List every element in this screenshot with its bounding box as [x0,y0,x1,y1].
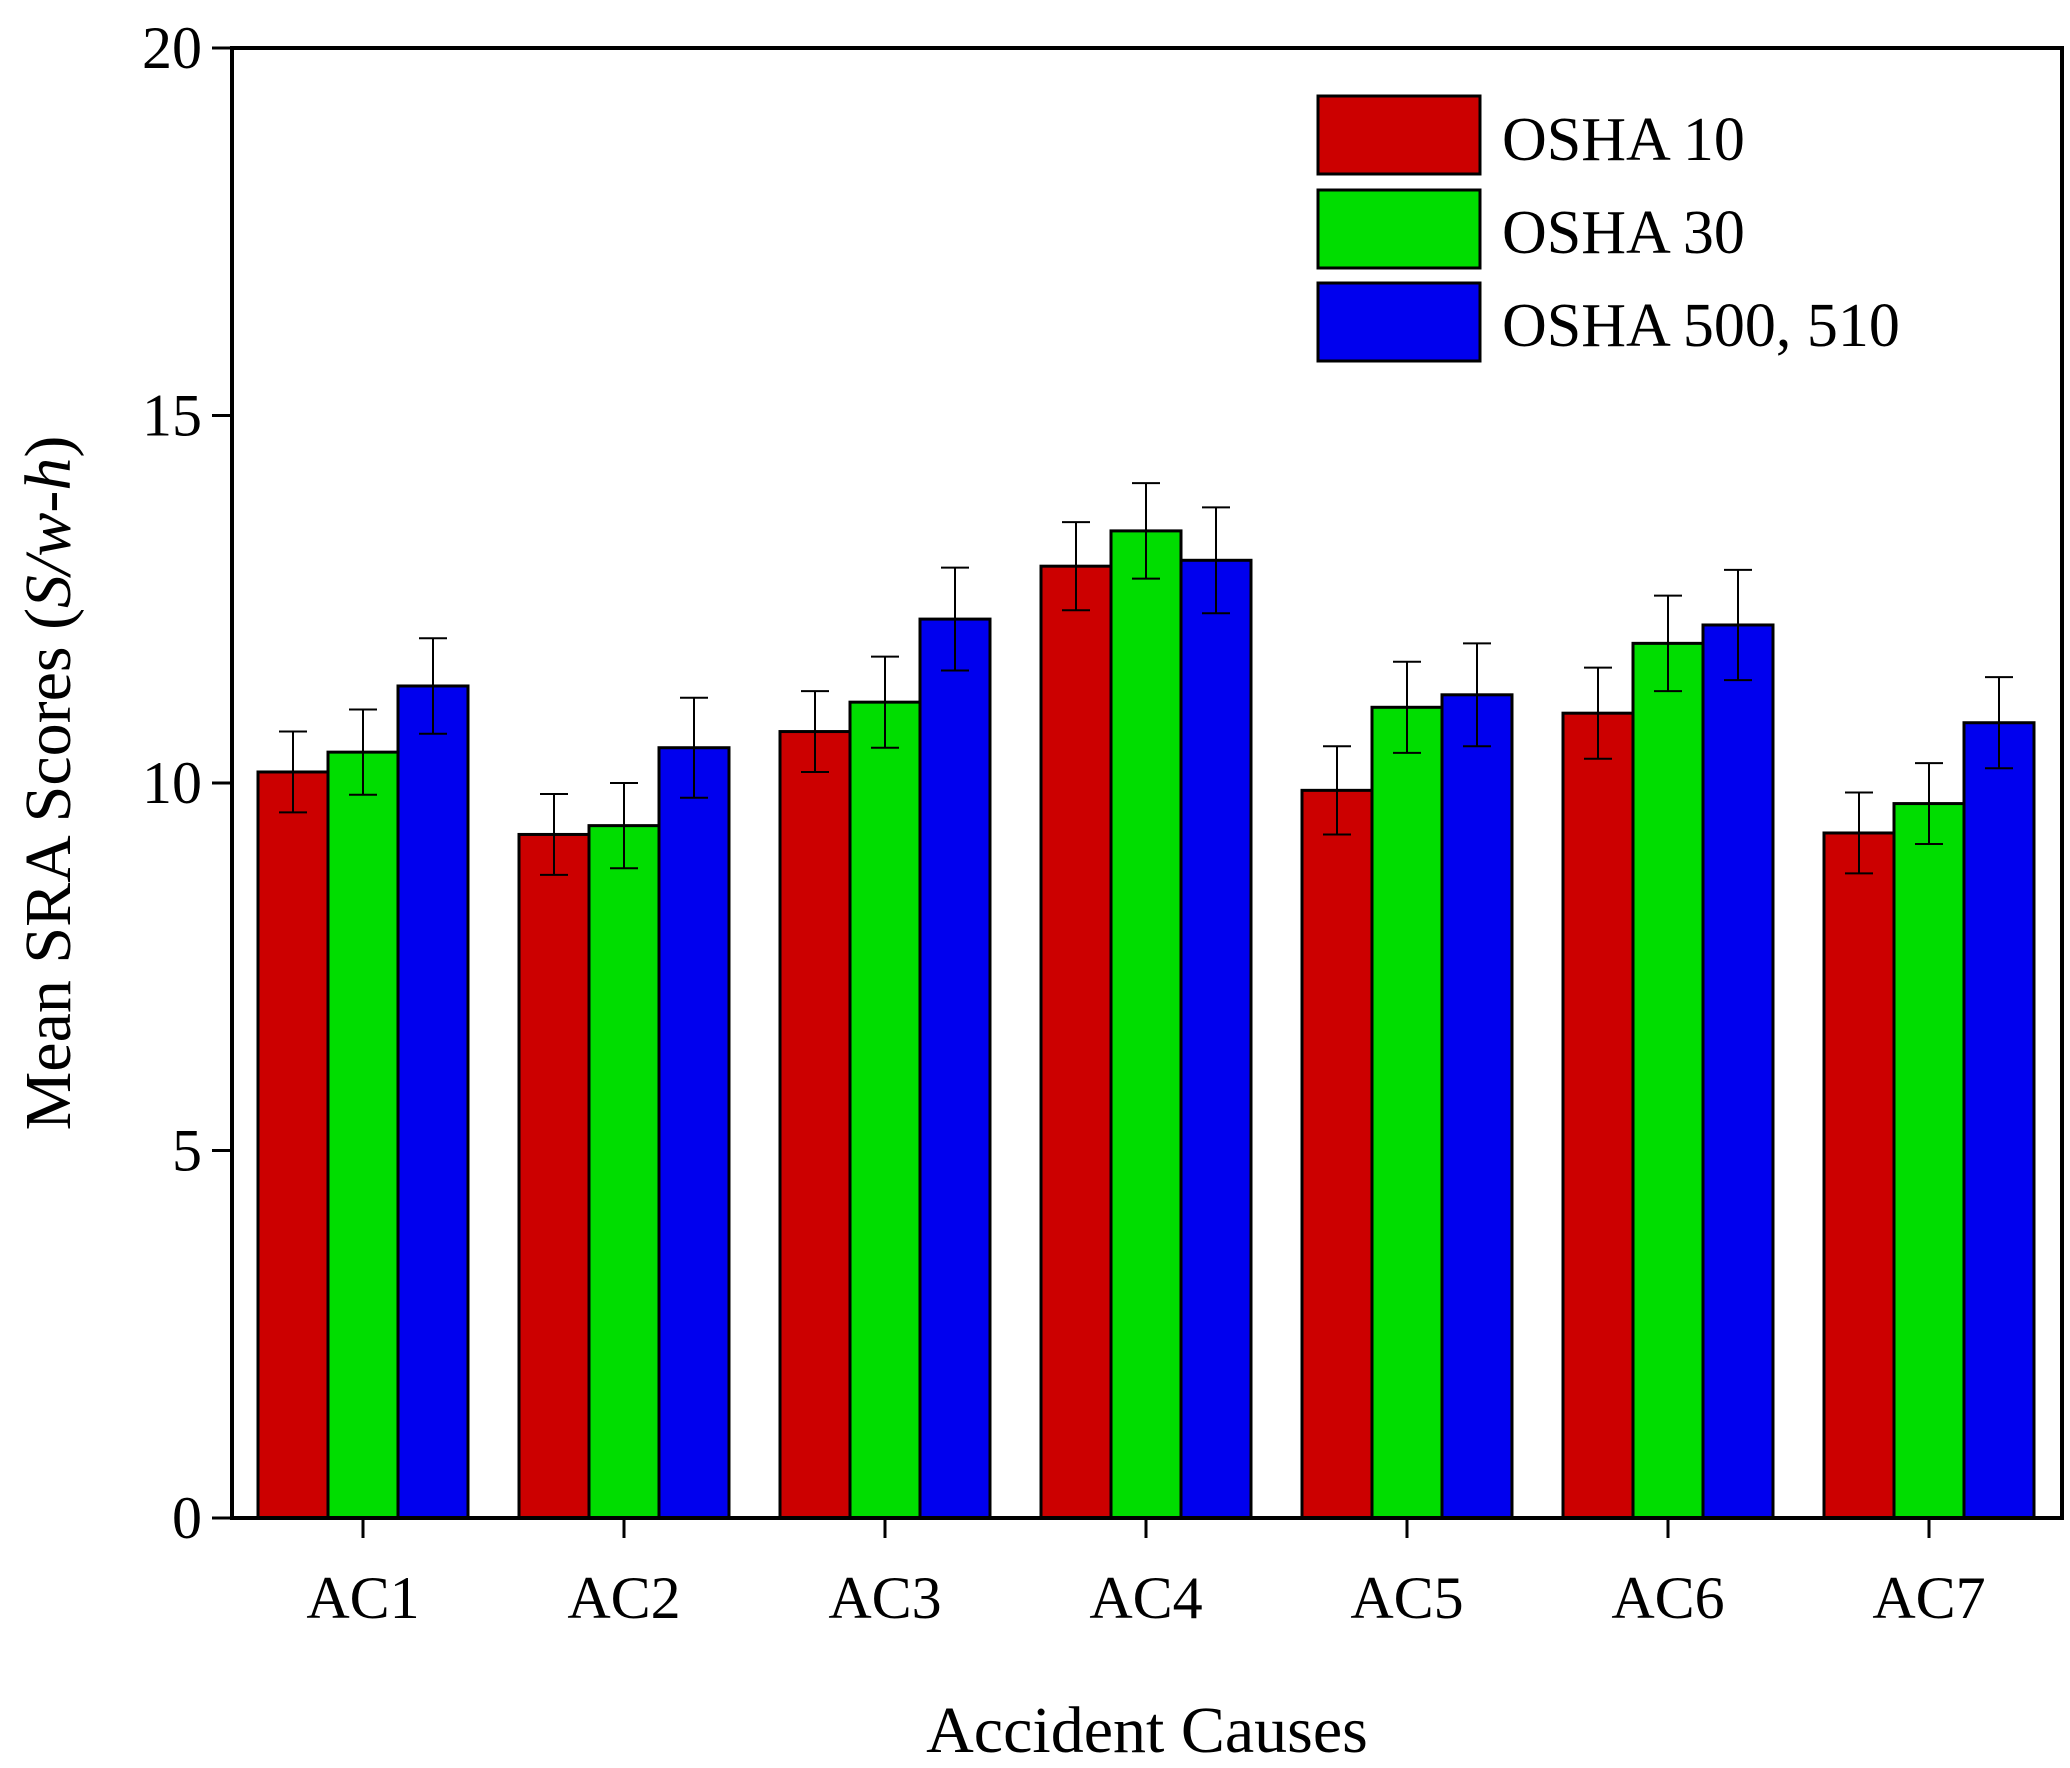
bar-osha-30-ac1 [326,750,400,1520]
y-axis-title-main: Mean SRA Scores ( [12,608,85,1130]
error-bar [1132,482,1160,580]
error-bar [279,730,307,814]
x-tick-label: AC2 [567,1565,680,1631]
bar-osha-500-510-ac5 [1440,693,1514,1520]
bar-osha-30-ac5 [1370,705,1444,1520]
error-bar [1584,666,1612,760]
x-axis-title: Accident Causes [926,1694,1368,1767]
bars-layer [256,529,2036,1520]
bar-osha-30-ac7 [1892,802,1966,1520]
error-bar [941,566,969,672]
error-bar [1915,762,1943,846]
error-bar [1724,568,1752,682]
error-bar [1985,676,2013,770]
legend-swatch-osha-10 [1316,94,1482,176]
error-bar [1393,660,1421,754]
y-axis-title: Mean SRA Scores (S/w-h) [12,436,85,1131]
y-tick-label: 5 [172,1118,202,1184]
y-axis-title-unit: S/w-h [12,458,85,608]
bar-osha-500-510-ac1 [396,684,470,1520]
legend-label-osha-10: OSHA 10 [1502,106,1745,174]
bar-osha-10-ac5 [1300,788,1374,1520]
bar-osha-500-510-ac7 [1962,721,2036,1520]
error-bars-layer [279,482,2013,876]
error-bar [871,655,899,749]
bar-osha-10-ac7 [1822,831,1896,1520]
bar-osha-10-ac4 [1039,564,1113,1520]
error-bar [540,793,568,876]
x-tick-label: AC5 [1350,1565,1463,1631]
bar-osha-30-ac3 [848,700,922,1520]
legend: OSHA 10 OSHA 30 OSHA 500, 510 [1316,94,1900,363]
error-bar [1654,594,1682,693]
error-bar [1463,642,1491,748]
legend-swatch-osha-30 [1316,188,1482,270]
error-bar [349,708,377,796]
error-bar [1323,745,1351,836]
error-bar [610,782,638,870]
y-tick-label: 0 [172,1485,202,1551]
legend-label-osha-30: OSHA 30 [1502,199,1745,267]
error-bar [1062,521,1090,612]
y-tick-label: 10 [142,750,202,816]
legend-swatch-osha-500-510 [1316,281,1482,363]
x-axis-ticks: AC1 AC2 AC3 AC4 AC5 AC6 AC7 [306,1518,1986,1631]
bar-osha-10-ac3 [778,730,852,1520]
error-bar [801,690,829,773]
y-tick-label: 15 [142,383,202,449]
x-tick-label: AC3 [828,1565,941,1631]
bar-osha-500-510-ac4 [1179,558,1253,1520]
bar-osha-10-ac6 [1561,711,1635,1520]
bar-osha-30-ac4 [1109,529,1183,1520]
error-bar [680,696,708,799]
bar-osha-30-ac6 [1631,641,1705,1520]
legend-label-osha-500-510: OSHA 500, 510 [1502,292,1900,360]
y-axis-ticks: 0 5 10 15 20 [142,15,232,1551]
x-tick-label: AC7 [1872,1565,1985,1631]
bar-osha-500-510-ac3 [918,617,992,1520]
bar-osha-10-ac2 [517,832,591,1520]
error-bar [1202,506,1230,615]
y-axis-title-close: ) [12,436,85,458]
bar-osha-10-ac1 [256,770,330,1520]
y-tick-label: 20 [142,15,202,81]
x-tick-label: AC6 [1611,1565,1724,1631]
bar-osha-500-510-ac6 [1701,623,1775,1520]
bar-osha-30-ac2 [587,824,661,1520]
x-tick-label: AC4 [1089,1565,1202,1631]
bar-osha-500-510-ac2 [657,746,731,1520]
x-tick-label: AC1 [306,1565,419,1631]
error-bar [1845,791,1873,875]
error-bar [419,637,447,735]
